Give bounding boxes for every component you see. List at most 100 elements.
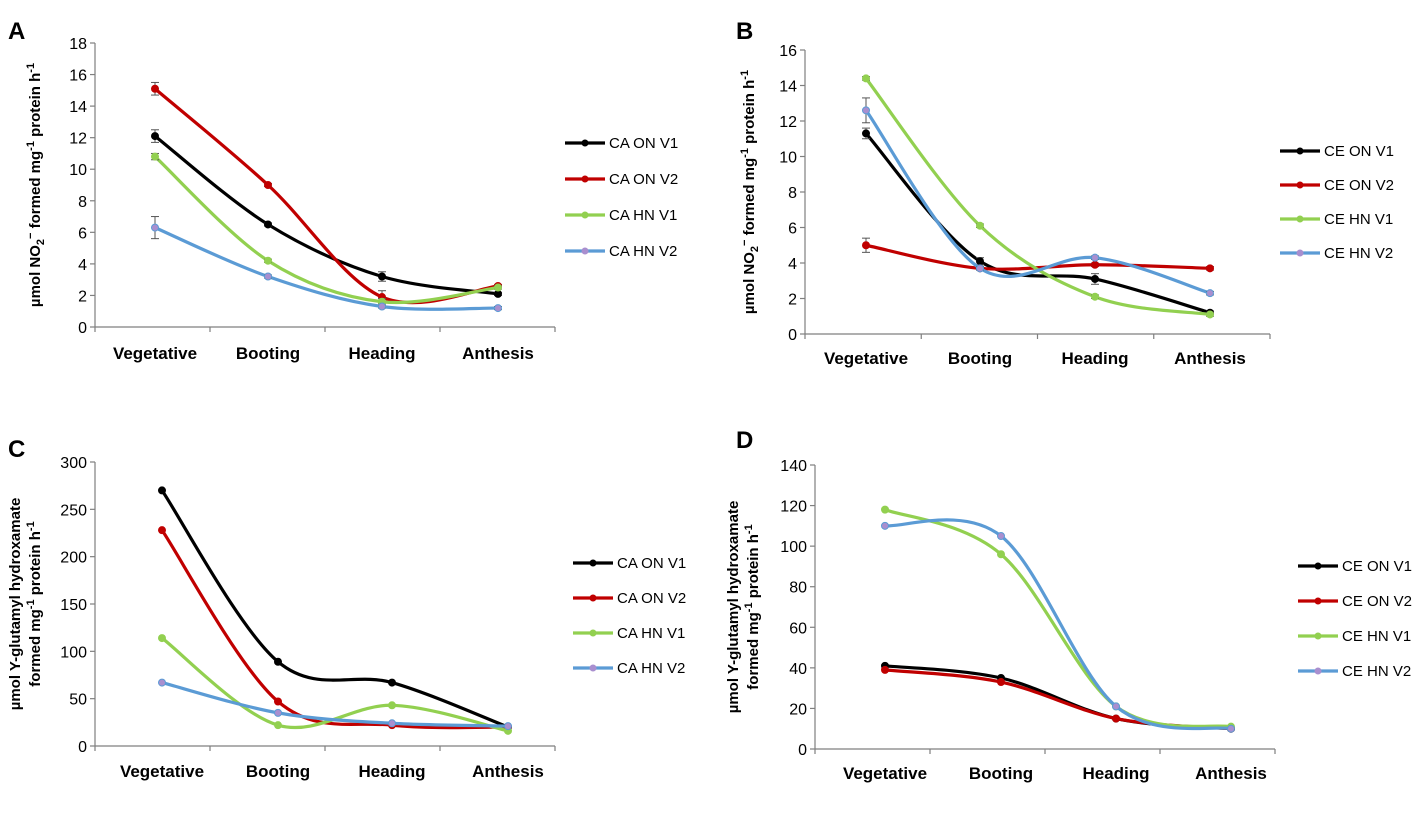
x-tick-label: Anthesis: [462, 344, 534, 363]
legend-item: CE ON V2: [1298, 593, 1412, 610]
panel-a: A 0 2 4 6 8 10 12 14 16 18 Vegetative Booting Heading…: [8, 18, 678, 363]
data-point: [264, 256, 272, 265]
legend-item: CE HN V1: [1280, 211, 1393, 228]
y-tick-label: 150: [60, 597, 87, 614]
y-tick-label: 100: [60, 644, 87, 661]
legend-item: CE ON V1: [1280, 143, 1394, 160]
x-tick-label: Booting: [246, 762, 310, 781]
x-tick-label: Booting: [236, 344, 300, 363]
y-tick-label: 50: [69, 692, 87, 709]
y-tick-label: 0: [78, 320, 87, 337]
x-tick-label: Heading: [358, 762, 425, 781]
y-tick-label: 16: [779, 43, 797, 60]
y-tick-label: 6: [788, 221, 797, 238]
panel-c: C 0 50 100 150 200 250 300 Vegetative Booting Head…: [7, 436, 686, 781]
data-point: [274, 657, 282, 666]
y-tick-label: 100: [780, 539, 807, 556]
data-point: [997, 532, 1005, 540]
series-ca-on-v1: [151, 129, 502, 298]
data-point: [881, 521, 889, 530]
x-tick-label: Heading: [1082, 764, 1149, 783]
legend-label: CA ON V1: [617, 555, 686, 572]
data-point: [1206, 289, 1214, 298]
legend-marker: [1296, 181, 1304, 189]
data-point: [494, 283, 502, 292]
data-point: [504, 722, 512, 731]
legend-item: CA HN V1: [573, 625, 685, 642]
legend-item: CE ON V2: [1280, 177, 1394, 194]
series-line: [160, 680, 510, 728]
data-point: [158, 526, 166, 535]
y-tick-label: 120: [780, 499, 807, 516]
data-point: [1112, 714, 1120, 723]
y-axis-label: µmol NO2− formed mg-1 protein h-1: [25, 63, 47, 307]
legend-item: CA HN V2: [573, 660, 685, 677]
y-axis-label-line1: µmol Y-glutamyl hydroxamate: [7, 498, 24, 711]
data-point: [494, 304, 502, 313]
data-point: [388, 678, 396, 687]
series-line: [883, 508, 1233, 729]
y-tick-label: 4: [788, 256, 797, 273]
panel-d: D 0 20 40 60 80 100 120 140 Vegetative Booting Head…: [725, 427, 1412, 783]
x-tick-label: Anthesis: [472, 762, 544, 781]
data-point: [378, 272, 386, 281]
legend-item: CA ON V2: [573, 590, 686, 607]
y-tick-label: 6: [78, 225, 87, 242]
series-ca-hn-v2: [151, 216, 502, 313]
data-point: [862, 129, 870, 138]
legend-label: CA ON V1: [609, 135, 678, 152]
y-tick-label: 12: [779, 114, 797, 131]
panel-letter: D: [736, 427, 753, 454]
x-tick-label: Booting: [969, 764, 1033, 783]
x-tick-label: Vegetative: [843, 764, 927, 783]
y-axis-label-line2: formed mg-1 protein h-1: [25, 521, 44, 686]
data-point: [881, 505, 889, 514]
series-line: [160, 636, 510, 733]
data-point: [274, 708, 282, 717]
y-tick-label: 4: [78, 257, 87, 274]
data-point: [862, 74, 870, 83]
legend-label: CA HN V2: [617, 660, 685, 677]
x-tick-label: Heading: [1061, 349, 1128, 368]
y-tick-label: 60: [789, 620, 807, 637]
series-ca-on-v2: [151, 81, 502, 305]
series-line: [883, 668, 1233, 731]
series-ca-hn-v1: [151, 152, 502, 306]
legend-item: CA HN V2: [565, 243, 677, 260]
panel-letter: B: [736, 18, 753, 45]
series-ca-on-v1: [158, 486, 512, 732]
legend-label: CE HN V1: [1342, 628, 1411, 645]
series-line: [864, 243, 1212, 271]
data-point: [158, 678, 166, 687]
data-point: [881, 665, 889, 674]
legend-label: CE HN V2: [1342, 663, 1411, 680]
series-line: [864, 76, 1212, 317]
x-tick-label: Vegetative: [120, 762, 204, 781]
y-tick-label: 0: [788, 327, 797, 344]
legend-label: CE ON V2: [1324, 177, 1394, 194]
data-point: [158, 486, 166, 495]
x-tick-label: Anthesis: [1174, 349, 1246, 368]
data-point: [388, 719, 396, 728]
y-tick-label: 20: [789, 701, 807, 718]
series-ce-hn-v2: [881, 518, 1235, 733]
y-tick-label: 250: [60, 502, 87, 519]
y-tick-label: 2: [78, 288, 87, 305]
legend-marker: [1296, 249, 1304, 257]
y-tick-label: 40: [789, 661, 807, 678]
legend-label: CA HN V1: [609, 207, 677, 224]
legend-marker: [589, 629, 597, 637]
panel-letter: A: [8, 18, 25, 45]
legend-marker: [1314, 632, 1322, 640]
legend-item: CE HN V1: [1298, 628, 1411, 645]
series-line: [153, 226, 500, 311]
y-tick-label: 300: [60, 455, 87, 472]
legend-label: CA HN V2: [609, 243, 677, 260]
legend-item: CA ON V1: [573, 555, 686, 572]
data-point: [976, 257, 984, 266]
y-tick-label: 2: [788, 292, 797, 309]
data-point: [1206, 264, 1214, 273]
legend-marker: [1314, 667, 1322, 675]
legend-marker: [581, 211, 589, 219]
x-tick-label: Heading: [348, 344, 415, 363]
